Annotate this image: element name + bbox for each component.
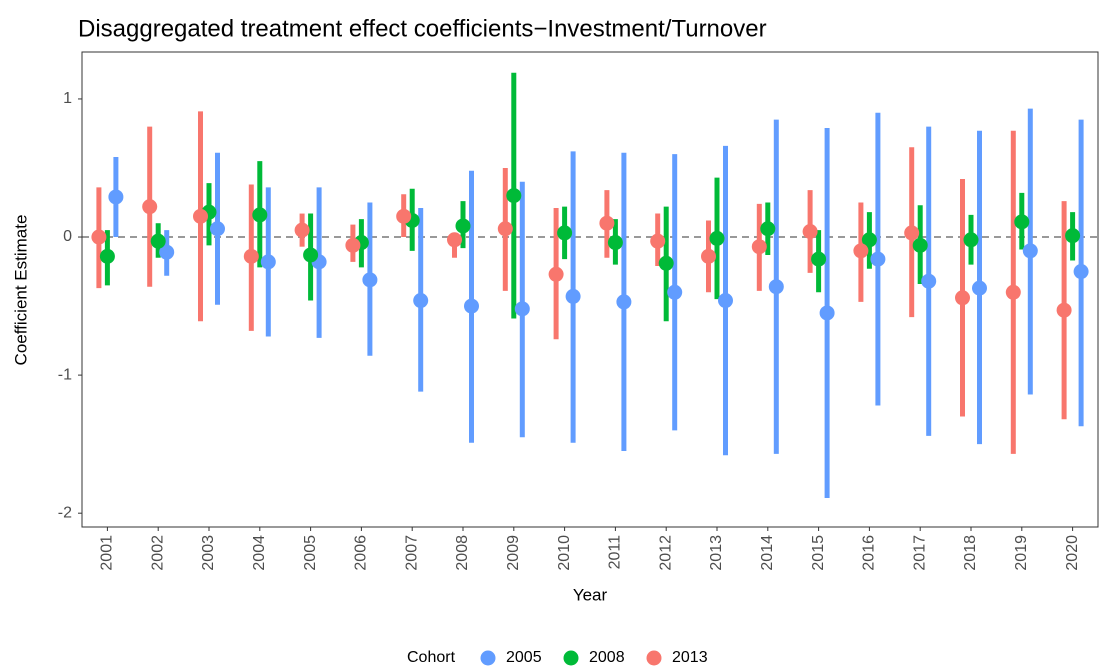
point bbox=[548, 266, 564, 282]
point bbox=[768, 279, 784, 295]
point bbox=[1073, 264, 1089, 280]
point bbox=[972, 280, 987, 296]
point bbox=[557, 225, 573, 241]
point bbox=[718, 293, 733, 309]
point bbox=[760, 221, 776, 237]
x-tick-label: 2017 bbox=[911, 535, 928, 571]
legend-swatch bbox=[563, 650, 579, 666]
x-tick-label: 2015 bbox=[810, 535, 827, 571]
point bbox=[658, 255, 674, 271]
legend-label: 2008 bbox=[589, 649, 625, 666]
x-axis-label: Year bbox=[573, 585, 608, 604]
y-tick-label: -1 bbox=[58, 366, 72, 383]
point bbox=[701, 248, 716, 264]
point bbox=[150, 233, 166, 249]
x-tick-label: 2010 bbox=[556, 535, 573, 571]
point bbox=[260, 254, 276, 270]
point bbox=[455, 218, 471, 234]
plot-panel bbox=[82, 52, 1098, 527]
point bbox=[362, 272, 378, 288]
point bbox=[91, 229, 107, 245]
point bbox=[159, 244, 175, 260]
point bbox=[819, 305, 835, 321]
point bbox=[599, 215, 615, 231]
point bbox=[1065, 228, 1081, 244]
point bbox=[912, 237, 928, 253]
x-tick-label: 2004 bbox=[251, 535, 268, 571]
legend-swatch bbox=[646, 650, 662, 666]
point bbox=[447, 232, 462, 248]
point bbox=[607, 235, 623, 251]
x-tick-label: 2016 bbox=[861, 535, 878, 571]
point bbox=[252, 207, 268, 223]
point bbox=[294, 222, 310, 238]
x-tick-label: 2009 bbox=[505, 535, 522, 571]
x-tick-label: 2002 bbox=[149, 535, 166, 571]
point bbox=[396, 208, 412, 224]
point bbox=[709, 230, 725, 246]
point bbox=[811, 251, 827, 267]
point bbox=[870, 251, 886, 267]
x-tick-label: 2008 bbox=[454, 535, 471, 571]
point bbox=[413, 293, 429, 309]
point bbox=[802, 224, 818, 240]
point bbox=[464, 298, 479, 314]
y-tick-label: -2 bbox=[58, 504, 72, 521]
point bbox=[955, 290, 970, 306]
x-tick-label: 2013 bbox=[708, 535, 725, 571]
point bbox=[861, 232, 877, 248]
point bbox=[1022, 243, 1038, 259]
panel-border bbox=[81, 51, 1099, 528]
x-tick-label: 2018 bbox=[962, 535, 979, 571]
legend-label: 2013 bbox=[672, 649, 708, 666]
point bbox=[667, 284, 683, 300]
y-tick-label: 1 bbox=[63, 90, 72, 107]
x-tick-label: 2019 bbox=[1013, 535, 1030, 571]
point bbox=[1056, 302, 1072, 318]
x-tick-label: 2020 bbox=[1064, 535, 1081, 571]
x-tick-label: 2011 bbox=[607, 535, 624, 570]
y-tick-label: 0 bbox=[63, 228, 72, 245]
x-tick-label: 2007 bbox=[403, 535, 420, 571]
legend-title: Cohort bbox=[407, 649, 456, 666]
point bbox=[243, 248, 259, 264]
point bbox=[565, 288, 581, 304]
point bbox=[99, 248, 115, 264]
point bbox=[904, 225, 920, 241]
point bbox=[303, 247, 319, 263]
point bbox=[108, 189, 124, 205]
point bbox=[751, 239, 767, 255]
legend-label: 2005 bbox=[506, 649, 542, 666]
point bbox=[345, 237, 361, 253]
chart-title: Disaggregated treatment effect coefficie… bbox=[78, 15, 767, 42]
x-tick-label: 2014 bbox=[759, 535, 776, 571]
point bbox=[921, 273, 937, 289]
point bbox=[210, 221, 225, 237]
x-tick-label: 2003 bbox=[200, 535, 217, 571]
x-tick-label: 2012 bbox=[657, 535, 674, 571]
point bbox=[193, 208, 208, 224]
point bbox=[963, 232, 979, 248]
legend-swatch bbox=[480, 650, 496, 666]
x-tick-label: 2005 bbox=[302, 535, 319, 571]
x-tick-label: 2006 bbox=[353, 535, 370, 571]
point bbox=[497, 221, 513, 237]
point bbox=[650, 233, 666, 249]
point bbox=[142, 199, 158, 215]
x-tick-label: 2001 bbox=[99, 535, 116, 571]
point bbox=[853, 243, 869, 259]
y-axis-label: Coefficient Estimate bbox=[11, 215, 30, 366]
point bbox=[1014, 214, 1030, 230]
point bbox=[1005, 284, 1021, 300]
point bbox=[506, 188, 522, 204]
point bbox=[514, 301, 530, 317]
point bbox=[616, 294, 632, 310]
